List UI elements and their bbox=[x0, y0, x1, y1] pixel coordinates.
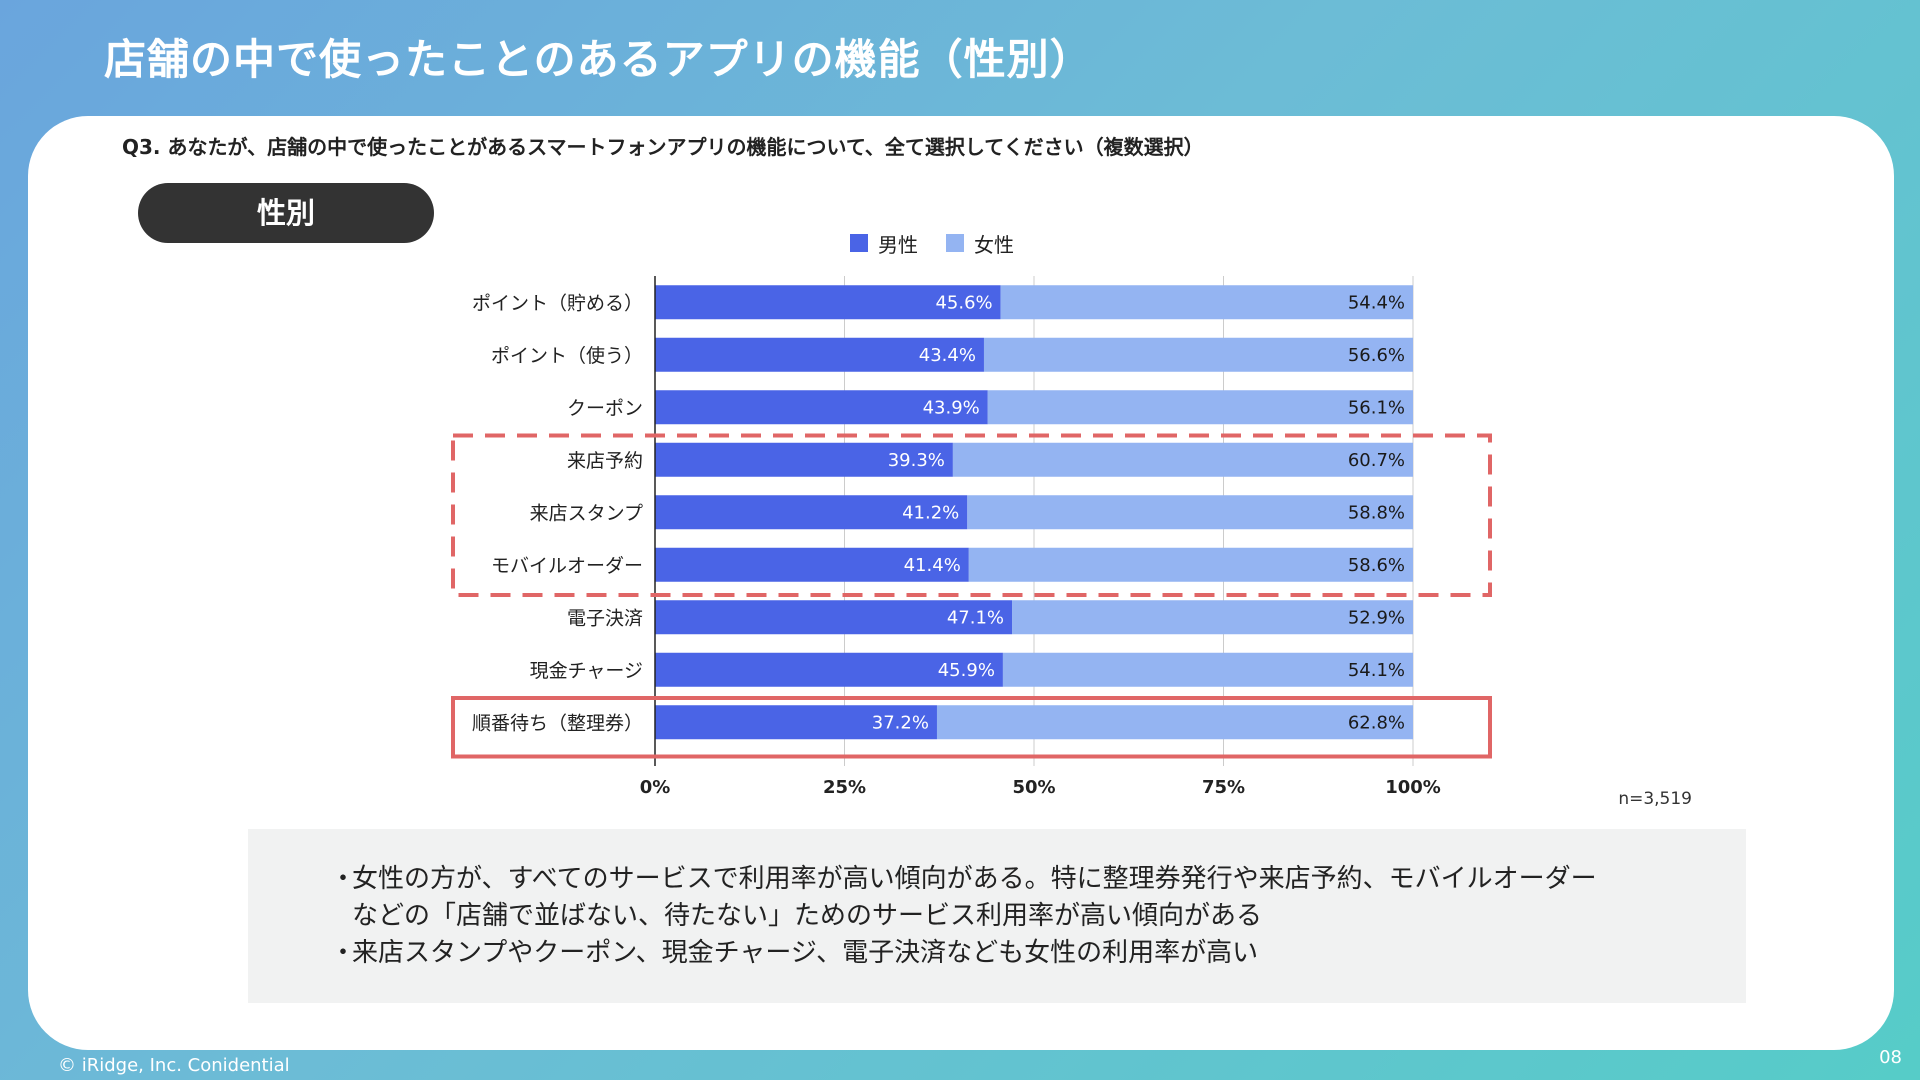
data-label-female: 56.1% bbox=[1348, 397, 1405, 418]
data-label-female: 58.6% bbox=[1348, 555, 1405, 576]
bar-male bbox=[655, 705, 937, 740]
legend-swatch-female bbox=[946, 234, 964, 252]
bar-female bbox=[987, 390, 1413, 425]
x-tick-label: 0% bbox=[640, 777, 671, 798]
bar-male bbox=[655, 600, 1013, 635]
bullet: ・ bbox=[330, 864, 357, 894]
category-label: 来店スタンプ bbox=[530, 502, 643, 524]
highlight-box-dashed bbox=[451, 433, 1492, 597]
legend-item-female: 女性 bbox=[946, 229, 1014, 258]
data-label-male: 39.3% bbox=[888, 450, 945, 471]
highlight-box-solid bbox=[451, 696, 1492, 759]
data-label-male: 47.1% bbox=[947, 607, 1004, 628]
data-label-female: 60.7% bbox=[1348, 450, 1405, 471]
data-label-male: 43.9% bbox=[923, 397, 980, 418]
legend-label-male: 男性 bbox=[878, 232, 918, 257]
note-text: 女性の方が、すべてのサービスで利用率が高い傾向がある。特に整理券発行や来店予約、… bbox=[352, 864, 1597, 894]
note-text-continued: などの「店舗で並ばない、待たない」ためのサービス利用率が高い傾向がある bbox=[352, 901, 1263, 931]
data-label-male: 45.6% bbox=[935, 292, 992, 313]
copyright: © iRidge, Inc. Conidential bbox=[58, 1055, 290, 1076]
category-label: 現金チャージ bbox=[530, 660, 643, 682]
note-item: ・ 来店スタンプやクーポン、現金チャージ、電子決済なども女性の利用率が高い bbox=[330, 935, 1746, 972]
data-label-female: 58.8% bbox=[1348, 502, 1405, 523]
data-label-male: 37.2% bbox=[872, 712, 929, 733]
bar-female bbox=[1002, 652, 1413, 687]
data-label-male: 41.4% bbox=[904, 555, 961, 576]
data-label-female: 52.9% bbox=[1348, 607, 1405, 628]
data-label-female: 54.1% bbox=[1348, 660, 1405, 681]
bar-male bbox=[655, 495, 968, 530]
note-item: ・ 女性の方が、すべてのサービスで利用率が高い傾向がある。特に整理券発行や来店予… bbox=[330, 861, 1746, 898]
x-tick-label: 75% bbox=[1202, 777, 1245, 798]
data-label-female: 54.4% bbox=[1348, 292, 1405, 313]
category-label: 順番待ち（整理券） bbox=[472, 712, 643, 734]
bar-male bbox=[655, 652, 1003, 687]
note-text: 来店スタンプやクーポン、現金チャージ、電子決済なども女性の利用率が高い bbox=[352, 938, 1259, 968]
category-label: 電子決済 bbox=[567, 607, 643, 629]
bar-female bbox=[968, 547, 1413, 582]
x-tick-label: 100% bbox=[1385, 777, 1441, 798]
bar-male bbox=[655, 285, 1001, 320]
bar-female bbox=[936, 705, 1413, 740]
category-label: モバイルオーダー bbox=[491, 555, 643, 577]
category-label: ポイント（貯める） bbox=[472, 292, 643, 314]
bar-female bbox=[1000, 285, 1413, 320]
category-label: クーポン bbox=[567, 397, 643, 419]
legend-label-female: 女性 bbox=[974, 232, 1014, 257]
notes-box: ・ 女性の方が、すべてのサービスで利用率が高い傾向がある。特に整理券発行や来店予… bbox=[248, 829, 1746, 1003]
question-text: Q3. あなたが、店舗の中で使ったことがあるスマートフォンアプリの機能について、… bbox=[122, 135, 1204, 159]
data-label-female: 56.6% bbox=[1348, 345, 1405, 366]
bar-female bbox=[1012, 600, 1413, 635]
x-tick-label: 50% bbox=[1012, 777, 1055, 798]
chart-legend: 男性 女性 bbox=[850, 229, 1014, 257]
bar-male bbox=[655, 547, 969, 582]
page-number: 08 bbox=[1879, 1047, 1902, 1068]
bar-male bbox=[655, 442, 953, 477]
bullet: ・ bbox=[330, 938, 357, 968]
data-label-male: 41.2% bbox=[902, 502, 959, 523]
category-label: 来店予約 bbox=[567, 450, 643, 472]
legend-item-male: 男性 bbox=[850, 229, 918, 258]
data-label-female: 62.8% bbox=[1348, 712, 1405, 733]
legend-swatch-male bbox=[850, 234, 868, 252]
bar-female bbox=[952, 442, 1413, 477]
bar-female bbox=[983, 337, 1413, 372]
sample-size: n=3,519 bbox=[1618, 789, 1692, 809]
segment-label: 性別 bbox=[138, 183, 434, 243]
category-label: ポイント（使う） bbox=[491, 345, 643, 367]
bar-male bbox=[655, 337, 984, 372]
page-title: 店舗の中で使ったことのあるアプリの機能（性別） bbox=[104, 35, 1093, 84]
data-label-male: 43.4% bbox=[919, 345, 976, 366]
bar-female bbox=[967, 495, 1413, 530]
bar-male bbox=[655, 390, 988, 425]
data-label-male: 45.9% bbox=[938, 660, 995, 681]
x-tick-label: 25% bbox=[823, 777, 866, 798]
